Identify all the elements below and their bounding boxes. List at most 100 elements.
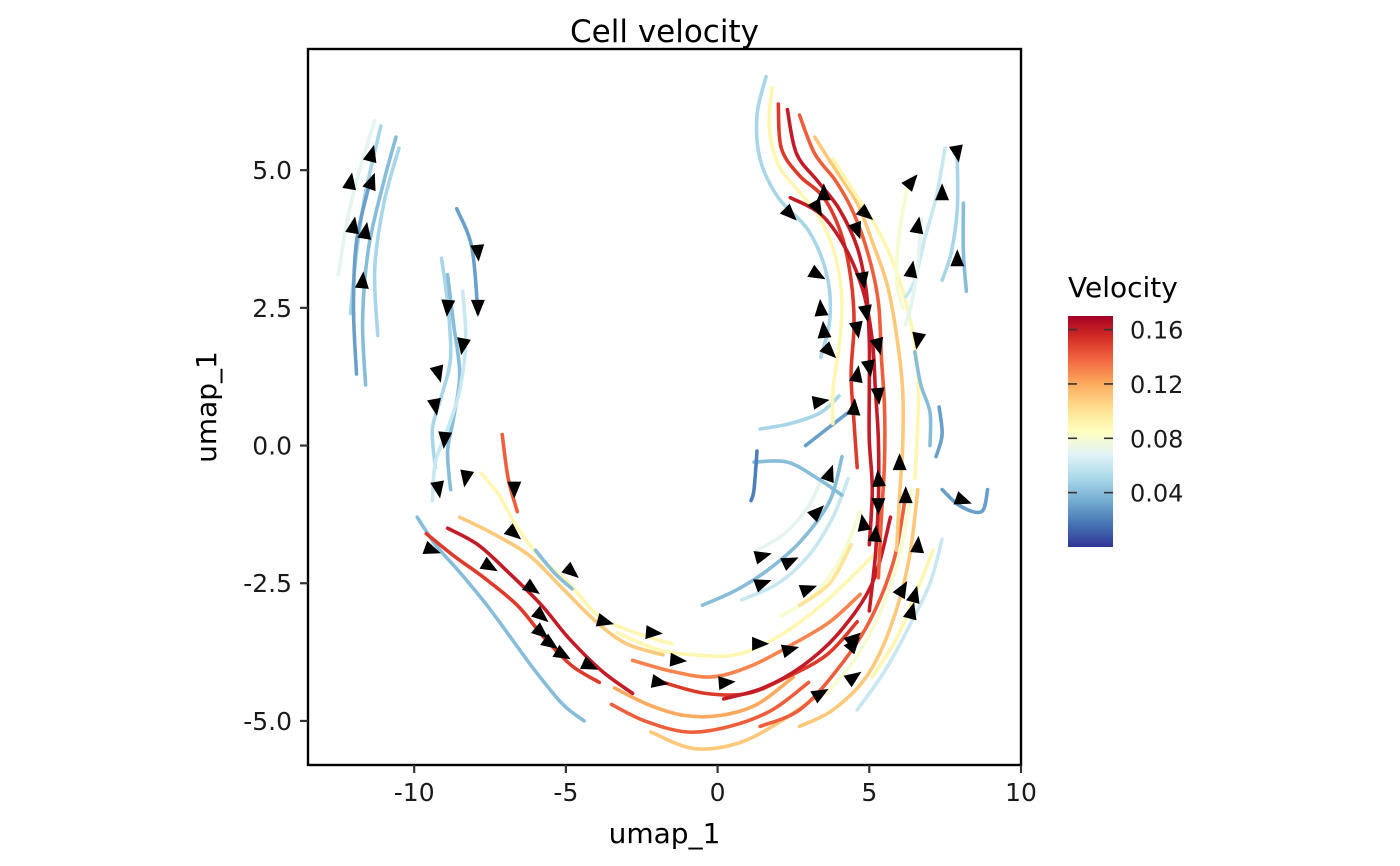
colorbar: [1068, 316, 1113, 547]
y-tick-label-1: 2.5: [252, 294, 292, 323]
velocity-arrowhead-72: [935, 183, 950, 201]
velocity-arrowhead-23: [530, 622, 549, 639]
velocity-arrowhead-53: [858, 304, 872, 323]
velocity-arrowhead-50: [817, 320, 832, 339]
y-axis-title: umap_1: [190, 351, 223, 463]
streamline-39: [785, 107, 875, 547]
velocity-arrowhead-20: [530, 605, 549, 623]
streamline-17: [609, 680, 811, 734]
streamline-22: [721, 515, 893, 701]
velocity-arrowhead-40: [807, 505, 825, 523]
velocity-arrowhead-44: [848, 365, 863, 384]
velocity-arrowhead-63: [871, 498, 886, 516]
x-tick-label-4: 10: [1005, 778, 1037, 807]
velocity-arrowhead-36: [753, 551, 772, 565]
streamline-4: [372, 146, 401, 338]
velocity-arrowhead-61: [872, 469, 887, 488]
streamline-41: [812, 135, 906, 552]
velocity-arrowhead-58: [855, 203, 874, 220]
velocity-arrowhead-0: [342, 172, 357, 191]
velocity-arrowhead-17: [422, 540, 441, 555]
velocity-arrowhead-25: [552, 644, 571, 660]
velocity-colorbar-legend: Velocity 0.16 0.12 0.08 0.04: [1068, 271, 1183, 547]
velocity-arrowhead-67: [892, 581, 908, 600]
velocity-arrowhead-16: [503, 523, 522, 540]
velocity-arrowhead-64: [857, 513, 872, 532]
streamline-25: [825, 487, 914, 696]
velocity-arrowhead-62: [898, 486, 913, 504]
streamline-38: [776, 102, 859, 470]
velocity-arrowhead-2: [362, 172, 376, 192]
velocity-arrowhead-28: [669, 652, 688, 667]
velocity-arrowhead-75: [903, 260, 918, 279]
y-tick-label-0: 5.0: [252, 156, 292, 185]
velocity-arrowhead-60: [892, 453, 907, 471]
velocity-arrowhead-42: [811, 395, 830, 410]
streamline-44: [894, 179, 911, 310]
chart-title: Cell velocity: [570, 14, 759, 50]
streamline-40: [797, 113, 887, 580]
streamline-6: [430, 256, 453, 470]
y-axis: 5.0 2.5 0.0 -2.5 -5.0: [243, 156, 308, 736]
velocity-arrowhead-51: [807, 264, 826, 280]
velocity-arrowhead-39: [798, 584, 818, 599]
colorbar-tick-label-3: 0.04: [1130, 480, 1183, 508]
velocity-arrowhead-8: [470, 299, 485, 317]
streamline-10: [424, 531, 602, 685]
y-tick-label-4: -5.0: [243, 707, 292, 736]
streamline-35: [803, 410, 850, 448]
streamline-11: [445, 526, 635, 696]
streamline-29: [740, 476, 850, 602]
legend-title: Velocity: [1068, 271, 1178, 304]
streamline-48: [903, 217, 923, 327]
colorbar-tick-label-2: 0.08: [1130, 425, 1183, 453]
velocity-arrowhead-71: [901, 174, 918, 192]
velocity-arrowhead-66: [910, 535, 925, 554]
streamlines-layer: [336, 74, 990, 751]
colorbar-tick-label-1: 0.12: [1130, 371, 1183, 399]
velocity-arrowhead-22: [595, 612, 614, 627]
velocity-arrowhead-7: [441, 299, 456, 317]
streamline-12: [457, 515, 665, 657]
velocity-arrowhead-76: [950, 249, 965, 267]
y-tick-label-2: 0.0: [252, 432, 292, 461]
streamline-2: [360, 135, 398, 387]
velocity-arrowhead-26: [579, 656, 599, 670]
streamline-31: [797, 542, 853, 608]
velocity-arrowhead-77: [912, 331, 927, 350]
velocity-arrowhead-59: [847, 220, 862, 240]
velocity-arrowhead-31: [752, 636, 770, 651]
y-tick-label-3: -2.5: [243, 569, 292, 598]
velocity-arrowhead-49: [814, 298, 829, 317]
velocity-arrowhead-19: [521, 578, 540, 594]
velocity-arrowhead-43: [846, 398, 861, 416]
velocity-arrowhead-5: [354, 271, 369, 289]
velocity-arrowhead-29: [650, 674, 669, 688]
velocity-arrowhead-24: [540, 633, 559, 649]
streamline-52: [749, 449, 759, 503]
streamline-9: [415, 515, 586, 723]
streamline-24: [797, 487, 920, 729]
streamline-50: [934, 405, 944, 459]
streamline-46: [940, 157, 960, 283]
streamline-42: [831, 157, 921, 481]
velocity-arrowhead-70: [843, 636, 860, 655]
streamline-28: [700, 454, 844, 608]
colorbar-ticks: 0.16 0.12 0.08 0.04: [1068, 317, 1183, 508]
velocity-arrowhead-21: [561, 561, 579, 578]
velocity-arrowhead-37: [753, 579, 772, 593]
streamline-32: [755, 471, 826, 552]
plot-panel-border: [306, 47, 1023, 767]
velocity-arrowhead-55: [816, 183, 831, 201]
streamline-15: [533, 548, 574, 591]
velocity-arrowhead-9: [457, 337, 471, 356]
velocity-arrowhead-48: [869, 336, 884, 356]
velocity-arrowhead-56: [807, 198, 823, 217]
x-tick-label-0: -10: [394, 778, 435, 807]
streamline-49: [913, 350, 933, 448]
velocity-arrowhead-18: [479, 556, 498, 572]
velocity-arrowhead-13: [430, 480, 445, 499]
streamline-16: [612, 675, 796, 719]
streamline-45: [903, 146, 947, 299]
